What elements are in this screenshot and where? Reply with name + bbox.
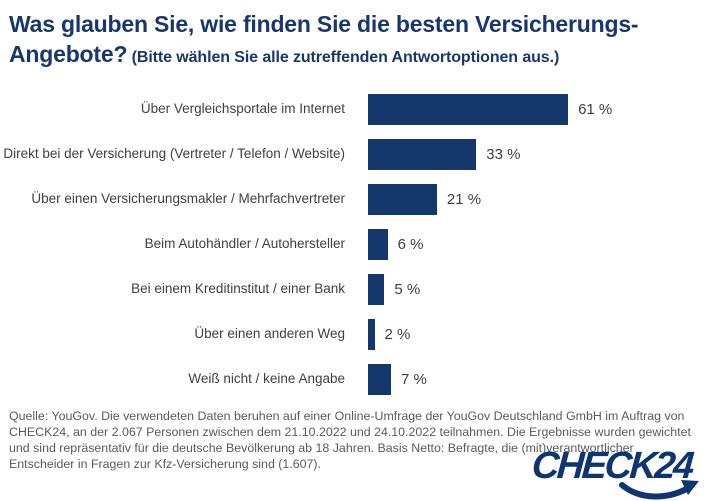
- category-label: Bei einem Kreditinstitut / einer Bank: [131, 281, 345, 297]
- chart-row: Weiß nicht / keine Angabe 7 %: [0, 357, 710, 402]
- bar: [368, 139, 477, 170]
- bar: [368, 184, 437, 215]
- chart-row: Beim Autohändler / Autohersteller 6 %: [0, 222, 710, 267]
- category-label: Über einen anderen Weg: [194, 326, 345, 342]
- chart-row: Direkt bei der Versicherung (Vertreter /…: [0, 132, 710, 177]
- value-label: 61 %: [578, 101, 613, 118]
- chart-title: Was glauben Sie, wie finden Sie die best…: [0, 0, 710, 73]
- bar-area: 33 %: [368, 139, 710, 170]
- bar-area: 5 %: [368, 274, 710, 305]
- value-label: 21 %: [446, 191, 482, 208]
- title-question: Angebote?: [9, 41, 128, 67]
- bar-area: 21 %: [368, 184, 710, 215]
- bar-area: 6 %: [368, 229, 710, 260]
- category-label: Direkt bei der Versicherung (Vertreter /…: [3, 146, 345, 162]
- source-note: Quelle: YouGov. Die verwendeten Daten be…: [9, 409, 691, 471]
- bar-area: 2 %: [368, 319, 710, 350]
- chart-row: Über Vergleichsportale im Internet 61 %: [0, 87, 710, 132]
- bar: [368, 364, 391, 395]
- value-label: 6 %: [397, 236, 424, 253]
- title-line-2: Angebote? (Bitte wählen Sie alle zutreff…: [9, 39, 700, 73]
- category-label: Über Vergleichsportale im Internet: [140, 101, 345, 117]
- bar: [368, 274, 385, 305]
- value-label: 33 %: [486, 146, 521, 163]
- category-label: Weiß nicht / keine Angabe: [188, 371, 345, 387]
- bar: [368, 319, 375, 350]
- category-label: Beim Autohändler / Autohersteller: [144, 236, 345, 252]
- chart-row: Bei einem Kreditinstitut / einer Bank 5 …: [0, 267, 710, 312]
- swoosh-arrow-icon: [619, 480, 699, 500]
- chart-row: Über einen Versicherungsmakler / Mehrfac…: [0, 177, 710, 222]
- value-label: 2 %: [384, 326, 411, 343]
- value-label: 5 %: [394, 281, 421, 298]
- chart-row: Über einen anderen Weg 2 %: [0, 312, 710, 357]
- bar-chart: Über Vergleichsportale im Internet 61 % …: [0, 87, 710, 402]
- bar-area: 7 %: [368, 364, 710, 395]
- check24-logo: CHECK24: [531, 445, 704, 500]
- bar: [368, 229, 388, 260]
- title-line-1: Was glauben Sie, wie finden Sie die best…: [9, 11, 639, 37]
- value-label: 7 %: [400, 371, 427, 388]
- bar-area: 61 %: [368, 94, 710, 125]
- title-subtitle: (Bitte wählen Sie alle zutreffenden Antw…: [127, 49, 560, 66]
- bar: [368, 94, 569, 125]
- category-label: Über einen Versicherungsmakler / Mehrfac…: [31, 191, 345, 207]
